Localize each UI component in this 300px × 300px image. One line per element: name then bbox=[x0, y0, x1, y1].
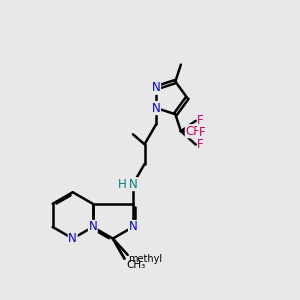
Text: F: F bbox=[197, 114, 204, 127]
Text: methyl: methyl bbox=[128, 254, 162, 264]
Text: H: H bbox=[118, 178, 126, 190]
Text: N: N bbox=[152, 81, 161, 94]
Text: F: F bbox=[197, 138, 204, 151]
Text: N: N bbox=[68, 232, 77, 245]
Text: CF₃: CF₃ bbox=[185, 125, 205, 138]
Text: N: N bbox=[129, 178, 137, 190]
Text: CH₃: CH₃ bbox=[126, 260, 145, 270]
Text: N: N bbox=[129, 220, 137, 233]
Text: N: N bbox=[152, 101, 161, 115]
Text: F: F bbox=[199, 126, 205, 139]
Text: N: N bbox=[88, 220, 97, 233]
